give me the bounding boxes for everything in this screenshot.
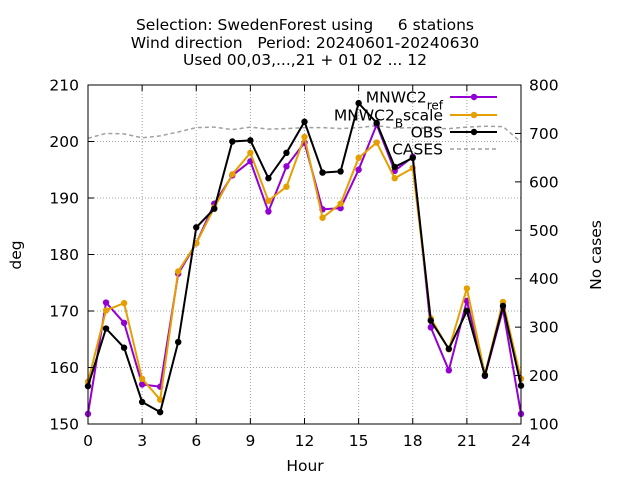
data-point-mnwc2-bscale: [138, 375, 146, 382]
legend-label-0: MNWC2ref: [366, 89, 444, 113]
chart-title: Selection: SwedenForest using 6 stations…: [131, 16, 479, 69]
data-point-obs: [499, 302, 507, 310]
data-point-mnwc2-bscale: [283, 183, 290, 190]
y-axis-label: deg: [7, 240, 25, 269]
data-point-mnwc2-bscale: [120, 299, 128, 307]
x-axis-tick-labels: 0 3 6 9 12 15 18 21 24: [83, 432, 531, 450]
data-point-obs: [211, 205, 218, 212]
y-tick-label: 210: [49, 77, 79, 95]
data-point-mnwc2-ref: [337, 204, 344, 212]
x-tick-label: 21: [457, 432, 477, 450]
data-point-obs: [445, 345, 453, 353]
data-point-obs: [355, 99, 362, 107]
data-point-obs: [391, 163, 398, 171]
data-point-obs: [193, 224, 200, 231]
series-mnwc2-ref: [84, 121, 525, 418]
data-point-mnwc2-bscale: [247, 149, 254, 156]
data-point-obs: [102, 325, 110, 332]
y-tick-label: 190: [49, 190, 79, 208]
series-obs: [84, 99, 525, 416]
series-layer: [84, 99, 525, 418]
legend-label-1: MNWC2Bscale: [334, 107, 443, 131]
y2-tick-label: 700: [529, 125, 559, 143]
data-point-obs: [283, 149, 290, 156]
legend-label-2: OBS: [411, 124, 443, 142]
y2-tick-label: 300: [529, 319, 559, 337]
x-tick-label: 24: [511, 432, 531, 450]
data-point-mnwc2-bscale: [337, 200, 344, 207]
data-point-mnwc2-bscale: [319, 214, 326, 221]
data-point-mnwc2-ref: [120, 319, 128, 327]
y-axis-tick-labels: 150 160 170 180 190 200 210: [49, 77, 79, 434]
y-tick-label: 180: [49, 246, 79, 264]
data-point-obs: [265, 175, 272, 182]
x-tick-label: 6: [191, 432, 201, 450]
data-point-obs: [175, 338, 182, 346]
grid-lines: [88, 85, 521, 424]
legend-marker-2: [470, 128, 478, 136]
y2-tick-label: 800: [529, 77, 559, 95]
series-line-cases: [87, 124, 522, 143]
legend-marker-1: [470, 111, 478, 119]
data-point-mnwc2-ref: [427, 324, 434, 331]
y2-tick-label: 600: [529, 173, 559, 191]
y-tick-label: 150: [49, 416, 79, 434]
y2-tick-label: 500: [529, 222, 559, 240]
data-point-obs: [319, 169, 326, 176]
data-point-mnwc2-ref: [355, 166, 362, 173]
data-point-obs: [481, 372, 489, 379]
data-point-obs: [138, 398, 146, 406]
title-line-2: Wind direction Period: 20240601-20240630: [131, 34, 479, 52]
x-axis-label: Hour: [286, 457, 324, 475]
data-point-obs: [373, 119, 380, 127]
data-point-mnwc2-bscale: [265, 197, 272, 205]
x-tick-label: 12: [295, 432, 315, 450]
y-tick-label: 160: [49, 359, 79, 377]
data-point-mnwc2-bscale: [301, 133, 308, 141]
y2-tick-label: 100: [529, 416, 559, 434]
data-point-obs: [120, 344, 128, 351]
data-point-mnwc2-ref: [102, 299, 110, 306]
cases-series-layer: [87, 124, 522, 143]
title-line-3: Used 00,03,...,21 + 01 02 ... 12: [183, 51, 427, 69]
data-point-mnwc2-bscale: [102, 307, 110, 314]
y2-tick-label: 200: [529, 367, 559, 385]
x-tick-label: 0: [83, 432, 93, 450]
legend-marker-0: [470, 93, 478, 101]
y2-axis-tick-labels: 100 200 300 400 500 600 700 800: [529, 77, 559, 434]
x-tick-label: 3: [137, 432, 147, 450]
legend-label-3: CASES: [392, 141, 443, 159]
data-point-obs: [156, 408, 164, 416]
y-tick-label: 170: [49, 303, 79, 321]
data-point-obs: [409, 154, 416, 162]
x-tick-label: 18: [403, 432, 423, 450]
title-line-1: Selection: SwedenForest using 6 stations: [136, 16, 474, 34]
data-point-mnwc2-ref: [283, 163, 290, 170]
data-point-mnwc2-bscale: [175, 268, 182, 275]
data-point-mnwc2-bscale: [156, 396, 164, 403]
data-point-mnwc2-ref: [265, 208, 272, 215]
y2-axis-label: No cases: [587, 220, 605, 290]
data-point-obs: [337, 168, 344, 175]
data-point-mnwc2-bscale: [355, 154, 362, 162]
x-tick-label: 15: [349, 432, 369, 450]
data-point-obs: [301, 118, 308, 125]
data-point-mnwc2-bscale: [229, 171, 236, 178]
series-line-obs: [87, 101, 522, 414]
x-tick-label: 9: [245, 432, 255, 450]
data-point-mnwc2-bscale: [373, 139, 380, 146]
data-point-mnwc2-ref: [445, 367, 453, 374]
y-tick-label: 200: [49, 133, 79, 151]
axis-ticks: [87, 84, 522, 425]
data-point-obs: [229, 138, 236, 145]
data-point-mnwc2-bscale: [391, 175, 398, 182]
data-point-mnwc2-bscale: [463, 285, 471, 292]
data-point-obs: [427, 317, 434, 324]
data-point-obs: [463, 307, 471, 315]
y2-tick-label: 400: [529, 270, 559, 288]
data-point-mnwc2-ref: [138, 381, 146, 388]
data-point-obs: [247, 137, 254, 144]
